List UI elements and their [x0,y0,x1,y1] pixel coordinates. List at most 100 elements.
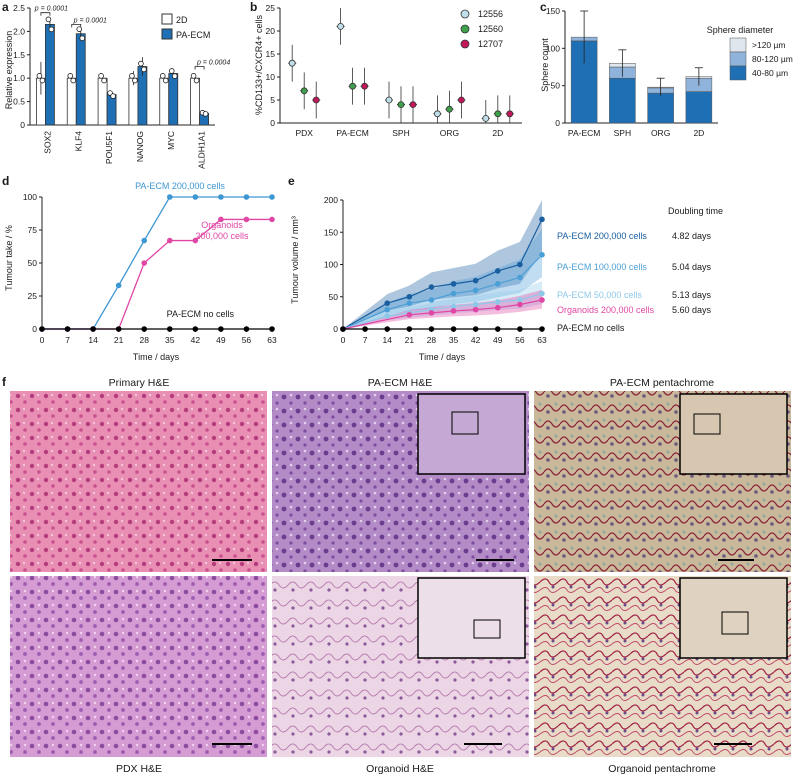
a-ytick-label: 1.5 [13,50,25,60]
b-ytick-label: 25 [266,3,276,13]
a-point [45,16,52,23]
a-point [70,77,77,84]
e-xlabel: Time / days [419,352,466,362]
panel-letter-c: c [540,0,547,14]
e-point [539,252,545,258]
e-point [472,326,479,332]
b-point [337,22,345,30]
d-xtick-label: 14 [88,335,98,345]
b-ytick-label: 0 [270,118,275,128]
d-xtick-label: 28 [139,335,149,345]
e-point [384,326,391,332]
a-point [39,77,46,84]
e-point [428,326,435,332]
e-series-label: PA-ECM no cells [557,323,625,333]
a-point [79,35,86,42]
b-point [494,110,502,118]
a-bar [45,23,55,126]
chart-a: Relative expression 0 0.5 1.0 1.5 2.0 2.5 SOX2… [4,3,230,169]
a-legend-swatch-paecm [161,28,173,40]
d-point [141,260,148,266]
inset-box-organoid-he [473,619,501,639]
e-xtick-label: 49 [493,335,503,345]
e-point [494,268,501,274]
d-label-nocells: PA-ECM no cells [167,309,235,319]
a-point [168,68,175,74]
a-xtick-label: POU5F1 [104,131,114,164]
photo-title-primary: Primary H&E [109,377,170,389]
d-point [115,282,122,289]
e-series-label: PA-ECM 100,000 cells [557,262,647,272]
d-ytick-label: 100 [23,192,37,202]
e-point [450,326,457,332]
panel-letter-f: f [2,375,7,389]
e-point [539,297,545,303]
chart-d: Tumour take / % Time / days 0 25 50 75 100 0 7… [4,181,277,362]
e-point [450,308,457,314]
b-ytick-label: 15 [266,49,276,59]
c-legend-swatch [729,37,747,53]
c-bar-segment [685,91,713,124]
a-point [48,26,55,33]
caption-organoid-he: Organoid H&E [366,763,434,775]
e-doubling-time: 4.82 days [672,231,712,241]
a-pvalue: p = 0.0001 [34,6,68,13]
a-xtick-label: SOX2 [42,131,52,154]
e-ylabel: Tumour volume / mm³ [290,216,300,304]
e-point [450,281,457,287]
e-band [343,289,542,329]
a-point [202,111,209,117]
c-bar-segment [647,92,674,124]
c-ytick-label: 50 [551,81,561,91]
c-xtick-label: PA-ECM [568,128,600,138]
e-point [362,326,368,332]
e-point [450,303,457,310]
a-pvalue: p = 0.0004 [196,60,230,67]
panel-letter-d: d [2,174,9,188]
caption-organoid-penta: Organoid pentachrome [608,763,716,775]
d-point [141,326,148,332]
a-point [110,93,116,99]
e-xtick-label: 0 [341,335,346,345]
e-point [517,297,523,303]
b-point [445,105,453,113]
c-legend-label: >120 µm [752,40,786,50]
c-xtick-label: SPH [614,128,631,138]
a-bar [106,94,117,126]
d-xtick-label: 49 [216,335,226,345]
e-xtick-label: 21 [405,335,415,345]
a-point [193,77,200,84]
a-legend-2d: 2D [176,15,188,25]
b-legend-label: 12560 [478,24,503,34]
a-point [171,73,178,79]
c-xtick-label: ORG [651,128,670,138]
a-point [67,73,74,79]
image-pdx-he [10,576,267,757]
d-point [90,326,96,332]
a-xtick-label: ALDH1A1 [197,131,207,169]
a-point [190,73,197,79]
b-point [506,110,514,118]
e-series-label: PA-ECM 50,000 cells [557,290,642,300]
e-xtick-label: 7 [363,335,368,345]
d-label-org1: Organoids [201,220,243,230]
a-point [129,73,135,79]
d-point [192,194,199,200]
e-xtick-label: 42 [471,335,481,345]
a-legend-swatch-2d [161,13,173,25]
c-bar-segment [609,77,636,124]
e-series-label: PA-ECM 200,000 cells [557,231,647,241]
d-xtick-label: 42 [191,335,201,345]
b-xtick-label: 2D [492,128,503,138]
b-xtick-label: SPH [392,128,409,138]
e-point [517,274,523,281]
inset-organoid-he [417,577,526,659]
b-ytick-label: 10 [266,72,276,82]
chart-e: Tumour volume / mm³ Time / days Doubling… [290,195,723,362]
b-xtick-label: ORG [440,128,459,138]
b-point [457,96,465,104]
b-point [288,59,296,67]
e-point [428,297,435,303]
b-xtick-label: PDX [295,128,313,138]
e-point [539,326,545,332]
